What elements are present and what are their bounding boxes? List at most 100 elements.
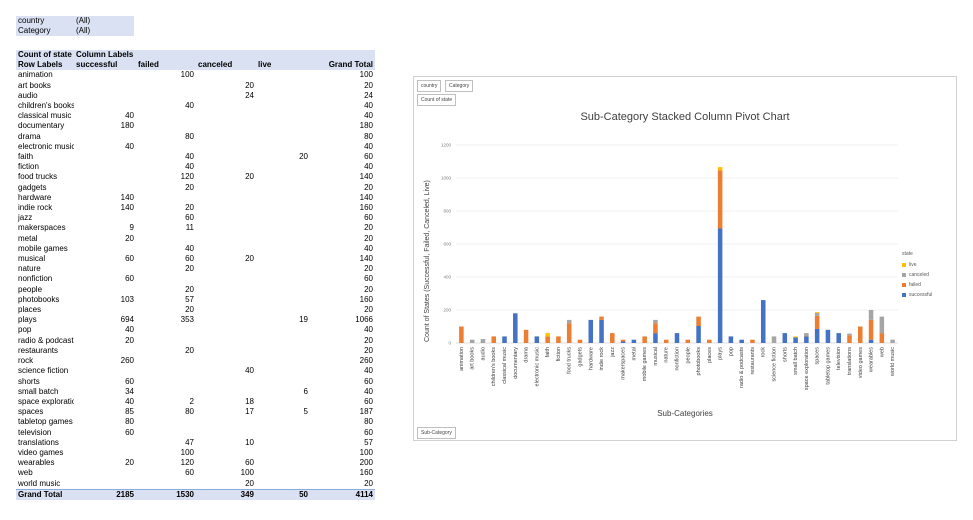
table-cell: 20 [245, 172, 254, 182]
table-cell: 20 [125, 458, 134, 468]
x-tick-label: science fiction [772, 347, 778, 382]
table-cell: 180 [120, 121, 134, 131]
table-row: nonfiction 60 60 [16, 274, 375, 284]
table-cell: 40 [364, 162, 373, 172]
table-cell [256, 305, 310, 315]
table-cell: 80 [125, 417, 134, 427]
bar-segment [631, 339, 637, 343]
table-cell: 20 [364, 335, 373, 345]
bar-segment [814, 328, 820, 343]
x-tick-label: jazz [610, 347, 616, 358]
table-cell: 2185 [74, 488, 136, 500]
table-cell [256, 417, 310, 427]
country-filter-button[interactable]: country [417, 80, 442, 92]
table-row: fiction 40 40 [16, 162, 375, 172]
table-cell: 20 [245, 478, 254, 488]
table-row: indie rock 140 20 160 [16, 203, 375, 213]
table-cell: 40 [364, 386, 373, 396]
x-tick-label: photobooks [696, 347, 702, 376]
bar-segment [545, 336, 550, 343]
table-cell [74, 479, 136, 490]
column-header-row: Row Labels successful failed canceled live Gr… [16, 60, 375, 71]
table-cell [196, 387, 256, 397]
column-header[interactable]: Row Labels [16, 60, 74, 71]
filter-value[interactable]: (All) [76, 16, 91, 25]
y-tick-label: 1200 [441, 143, 452, 148]
bar-segment [599, 319, 604, 343]
x-tick-label: drama [524, 346, 530, 363]
column-header[interactable]: successful [74, 60, 136, 71]
bar-segment [879, 316, 885, 334]
legend[interactable]: state live canceled failed successful [902, 251, 932, 300]
table-row: world music 20 20 [16, 479, 375, 490]
filter-category[interactable]: Category (All) [16, 26, 134, 36]
bar-segment [825, 329, 831, 343]
x-tick-label: web [879, 347, 885, 358]
legend-label: failed [909, 282, 921, 288]
filter-label: country [18, 16, 45, 25]
table-cell [196, 285, 256, 295]
legend-item[interactable]: failed [902, 280, 932, 290]
x-tick-label: small batch [793, 347, 799, 375]
column-header[interactable]: canceled [196, 60, 256, 71]
filter-label: Category [18, 26, 51, 35]
category-filter-button[interactable]: Category [445, 80, 474, 92]
table-cell [256, 264, 310, 274]
legend-item[interactable]: canceled [902, 270, 932, 280]
filter-country[interactable]: country (All) [16, 16, 134, 26]
table-cell [196, 213, 256, 223]
filter-value[interactable]: (All) [76, 26, 91, 35]
sub-category-filter-button[interactable]: Sub-Category [417, 427, 456, 439]
table-cell: 40 [185, 243, 194, 253]
bar-segment [814, 312, 820, 316]
header-cell[interactable]: Column Labels [74, 50, 136, 61]
bar-segment [620, 341, 626, 343]
header-cell [196, 50, 256, 61]
table-row: tabletop games 80 80 [16, 417, 375, 427]
table-cell: pop [18, 325, 32, 335]
table-cell [74, 91, 136, 101]
table-cell: gadgets [18, 182, 47, 192]
table-cell [74, 305, 136, 315]
column-header[interactable]: Grand Total [310, 60, 375, 71]
table-cell [256, 254, 310, 264]
column-header[interactable]: live [256, 60, 310, 71]
count-of-state-button[interactable]: Count of state [417, 94, 457, 106]
table-cell: translations [18, 437, 59, 447]
table-cell: 100 [359, 70, 373, 80]
table-cell [74, 152, 136, 162]
x-tick-label: spaces [815, 347, 821, 365]
x-tick-label: video games [858, 347, 864, 378]
table-cell: 20 [364, 233, 373, 243]
table-cell [74, 285, 136, 295]
table-cell [256, 203, 310, 213]
legend-item[interactable]: live [902, 260, 932, 270]
table-cell: 1066 [355, 315, 373, 325]
bar-segment [620, 339, 626, 342]
bar-segment [782, 333, 788, 343]
table-row: nature 20 20 [16, 264, 375, 274]
table-cell: tabletop games [18, 417, 73, 427]
table-cell: 6 [303, 386, 308, 396]
legend-item[interactable]: successful [902, 290, 932, 300]
table-cell [136, 81, 196, 91]
category-filter-label: Category [449, 83, 470, 89]
table-cell: hardware [18, 192, 52, 202]
table-cell: faith [18, 152, 34, 162]
table-cell: nature [18, 264, 41, 274]
column-header[interactable]: failed [136, 60, 196, 71]
bar-segment [685, 339, 691, 343]
pivot-chart[interactable]: country Category Count of state Sub-Cate… [413, 76, 957, 441]
table-cell: 57 [364, 437, 373, 447]
table-cell [196, 325, 256, 335]
table-cell: 200 [359, 458, 373, 468]
table-row: translations 47 10 57 [16, 438, 375, 448]
table-cell: children's books [18, 101, 74, 111]
table-cell [196, 377, 256, 387]
table-cell: 40 [125, 141, 134, 151]
table-cell: 85 [125, 407, 134, 417]
header-cell[interactable]: Count of state [16, 50, 74, 61]
table-cell: 140 [120, 192, 134, 202]
table-row: food trucks 120 20 140 [16, 172, 375, 182]
table-cell: 120 [180, 172, 194, 182]
